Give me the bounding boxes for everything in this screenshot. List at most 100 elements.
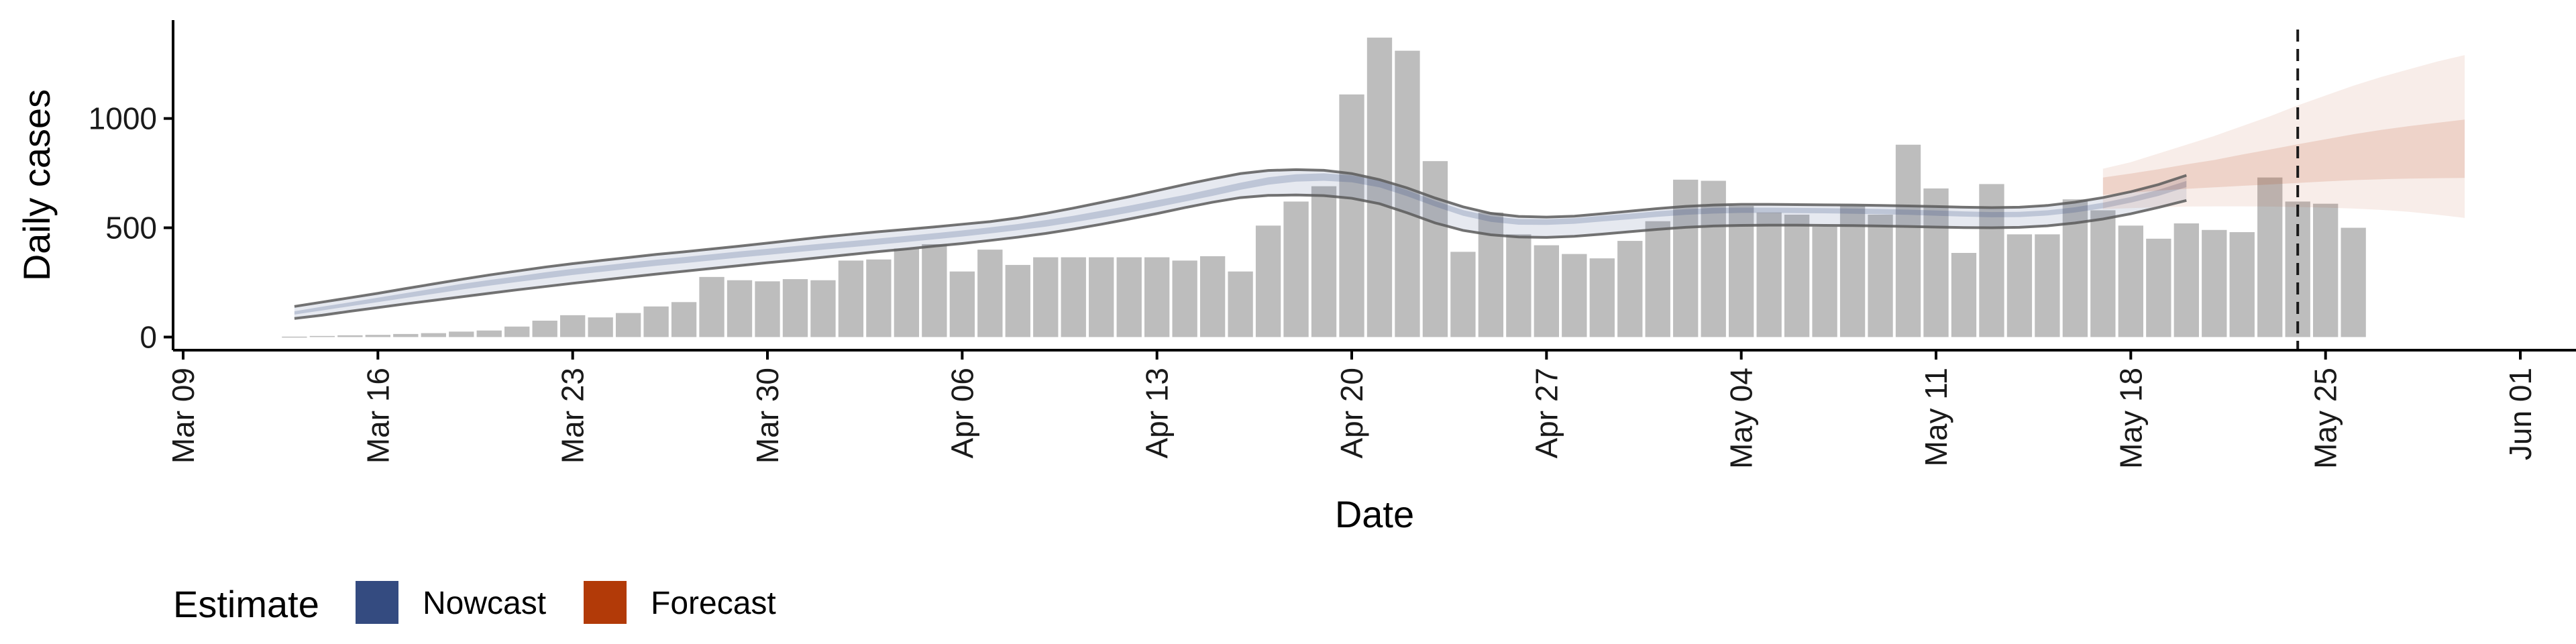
reported-cases-bar [2202, 229, 2227, 337]
y-tick-label: 500 [105, 211, 157, 246]
reported-cases-bar [2257, 177, 2283, 337]
reported-cases-bar [1228, 271, 1253, 337]
reported-cases-bar [615, 313, 641, 337]
legend-swatch-nowcast [356, 581, 398, 624]
reported-cases-bar [949, 271, 975, 337]
reported-cases-bar [2341, 227, 2366, 337]
legend-title: Estimate [173, 583, 319, 625]
reported-cases-bar [1311, 186, 1337, 337]
reported-cases-bar [1199, 256, 1226, 337]
legend-label-forecast: Forecast [651, 586, 776, 621]
reported-cases-bar [309, 335, 335, 337]
y-axis-ticks: 0 500 1000 [89, 101, 173, 354]
x-tick-label: May 11 [1919, 368, 1953, 466]
bands-layer [294, 55, 2465, 319]
reported-cases-bar [1116, 257, 1142, 337]
y-axis-title: Daily cases [15, 89, 58, 281]
nowcast-inner-band [294, 173, 2187, 315]
reported-cases-bar [1701, 180, 1726, 337]
reported-cases-bar [671, 302, 697, 337]
reported-cases-bar [2006, 234, 2033, 337]
reported-cases-bar [1033, 257, 1059, 337]
reported-cases-bar [1255, 225, 1281, 337]
reported-cases-bar [1617, 241, 1643, 337]
reported-cases-bar [2174, 223, 2199, 337]
reported-cases-bar [1562, 254, 1587, 337]
reported-cases-bar [643, 306, 669, 337]
x-tick-label: Apr 20 [1334, 368, 1369, 459]
reported-cases-bar [1979, 184, 2004, 337]
x-tick-label: Mar 16 [360, 368, 395, 464]
reported-cases-bar [1673, 179, 1699, 337]
reported-cases-bar [1339, 94, 1364, 337]
reported-cases-bar [1172, 260, 1197, 337]
reported-cases-bar [1923, 188, 1949, 337]
legend: Estimate Nowcast Forecast [173, 581, 776, 625]
legend-label-nowcast: Nowcast [423, 586, 546, 621]
reported-cases-bar [393, 333, 419, 337]
x-tick-label: May 04 [1724, 368, 1759, 469]
reported-cases-bar [2090, 210, 2116, 337]
reported-cases-bar [1895, 144, 1921, 337]
reported-cases-bar [838, 260, 864, 337]
reported-cases-bar [866, 259, 892, 337]
reported-cases-bar [894, 248, 920, 337]
y-tick-label: 0 [140, 319, 157, 354]
reported-cases-bar [1283, 201, 1309, 337]
reported-cases-bar [1784, 214, 1810, 337]
reported-cases-bar [1061, 257, 1086, 337]
reported-cases-bar [699, 276, 724, 337]
reported-cases-bar [504, 326, 530, 337]
x-tick-label: Mar 30 [750, 368, 785, 464]
reported-cases-bar [282, 336, 307, 338]
x-tick-label: May 25 [2308, 368, 2343, 469]
reported-cases-bar [1951, 253, 1977, 337]
legend-swatch-forecast [584, 581, 627, 624]
reported-cases-bar [532, 321, 557, 337]
reported-cases-bar [1868, 214, 1893, 337]
reported-cases-bar [922, 244, 947, 337]
reported-cases-bar [1089, 257, 1114, 337]
reported-cases-bar [1729, 205, 1754, 337]
reported-cases-bar [977, 250, 1003, 337]
reported-cases-bar [1422, 161, 1448, 337]
reported-cases-bar [421, 333, 446, 337]
reported-cases-bar [560, 315, 586, 337]
nowcast-upper-line [294, 168, 2187, 308]
reported-cases-bar [1366, 38, 1393, 337]
nowcast-lower-line [294, 193, 2187, 320]
reported-cases-bar [337, 335, 363, 337]
reported-cases-bar [365, 335, 390, 337]
reported-cases-bar [1756, 212, 1782, 337]
x-tick-label: Apr 06 [945, 368, 979, 459]
x-tick-label: Jun 01 [2503, 368, 2538, 460]
reported-cases-bar [755, 281, 780, 337]
reported-cases-bar [1812, 226, 1837, 337]
forecast-outer-band [2102, 55, 2465, 218]
x-tick-label: Apr 13 [1140, 368, 1175, 459]
reported-cases-bar [727, 280, 753, 337]
reported-cases-bar [2229, 232, 2255, 337]
reported-cases-bar [1395, 50, 1420, 337]
x-tick-label: Mar 23 [555, 368, 590, 464]
nowcast-outer-band [294, 169, 2187, 319]
reported-cases-bar [476, 330, 502, 337]
reported-cases-bar [588, 317, 613, 337]
x-tick-label: Mar 09 [166, 368, 201, 464]
y-tick-label: 1000 [89, 101, 157, 136]
interval-lines-layer [294, 168, 2187, 320]
reported-cases-bar [782, 279, 808, 337]
forecast-inner-band [2102, 119, 2465, 195]
reported-cases-bar [2118, 225, 2143, 337]
x-tick-label: Apr 27 [1529, 368, 1564, 459]
reported-cases-bar [1589, 258, 1615, 337]
x-axis-ticks: Mar 09 Mar 16 Mar 23 Mar 30 Apr 06 Apr 13 Apr … [166, 350, 2538, 469]
reported-cases-bar [1450, 252, 1476, 337]
x-tick-label: May 18 [2113, 368, 2148, 469]
reported-cases-bar [810, 280, 836, 337]
bars-layer [282, 38, 2366, 338]
reported-cases-bar [449, 331, 474, 337]
reported-cases-bar [2313, 203, 2339, 337]
reported-cases-bar [1534, 245, 1559, 337]
